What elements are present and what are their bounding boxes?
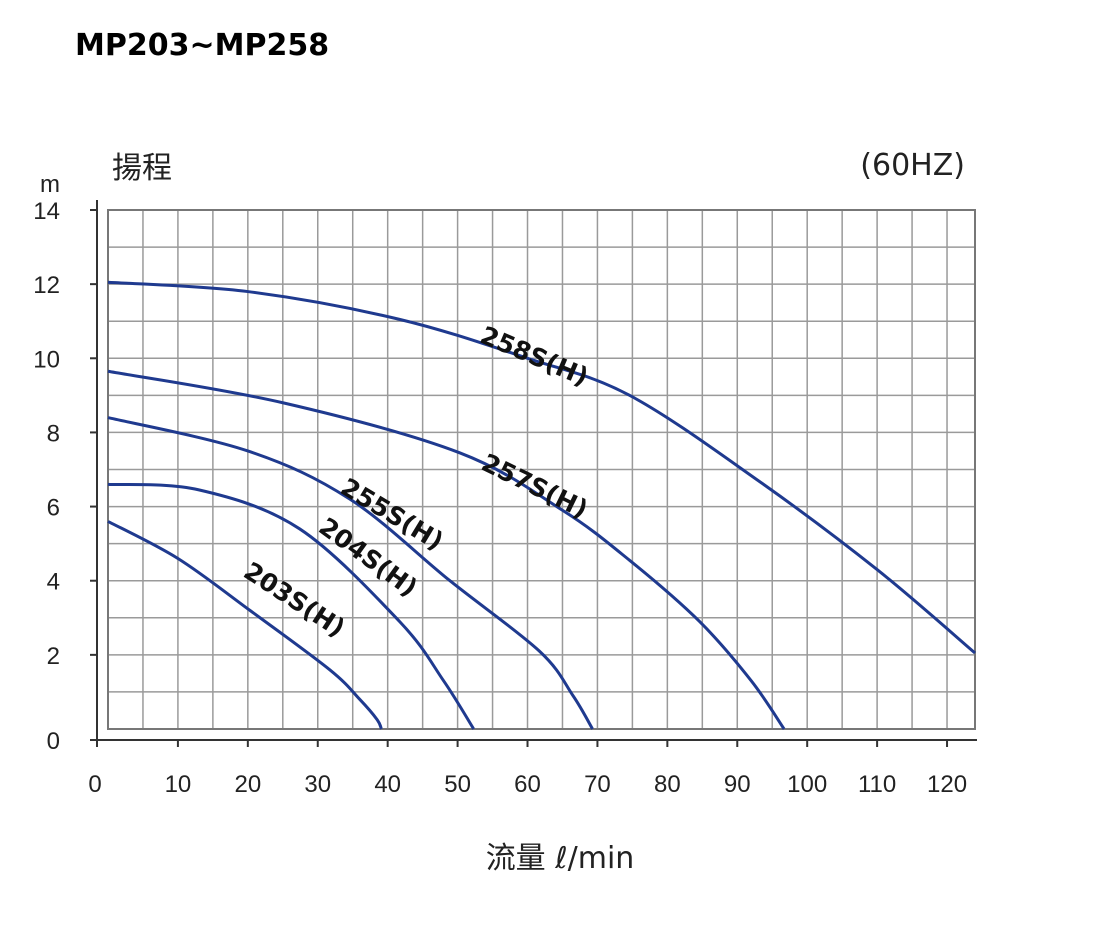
x-tick-label: 40 — [374, 771, 401, 798]
x-tick-label: 30 — [304, 771, 331, 798]
series-line — [107, 520, 383, 730]
series-group: 258S(H)257S(H)255S(H)204S(H)203S(H) — [107, 280, 976, 730]
series-line — [107, 369, 786, 730]
x-tick-label: 0 — [88, 771, 101, 798]
x-tick-label: 20 — [234, 771, 261, 798]
axes: 0 10 20 30 40 50 60 70 80 90 100 110 120 0 2 4 6 8 10 12 14 — [33, 198, 977, 798]
series-label: 257S(H) — [477, 448, 592, 524]
y-tick-label: 8 — [47, 420, 60, 447]
x-tick-label: 100 — [787, 771, 827, 798]
x-tick-label: 80 — [654, 771, 681, 798]
y-tick-label: 14 — [33, 198, 60, 225]
x-tick-label: 50 — [444, 771, 471, 798]
series-line — [107, 482, 475, 730]
y-tick-label: 4 — [47, 569, 60, 596]
y-tick-label: 6 — [47, 495, 60, 522]
series-label: 203S(H) — [239, 556, 350, 642]
y-tick-label: 10 — [33, 346, 60, 373]
y-tick-label: 12 — [33, 272, 60, 299]
y-tick-label: 0 — [47, 728, 60, 755]
y-axis-unit: m — [40, 171, 60, 198]
x-axis-label: 流量 ℓ/min — [486, 841, 635, 876]
series-label: 258S(H) — [476, 320, 592, 391]
y-axis-label: 揚程 — [112, 151, 172, 186]
x-tick-label: 120 — [927, 771, 967, 798]
series-line — [107, 416, 594, 730]
x-tick-label: 60 — [514, 771, 541, 798]
chart-title: MP203~MP258 — [75, 28, 329, 63]
series-line — [107, 280, 976, 655]
x-tick-label: 110 — [858, 771, 896, 798]
x-tick-label: 90 — [724, 771, 751, 798]
plot-border — [107, 209, 976, 730]
y-tick-label: 2 — [47, 643, 60, 670]
chart-subtitle: (60HZ) — [860, 148, 965, 183]
x-tick-label: 70 — [584, 771, 611, 798]
grid — [107, 209, 976, 730]
x-tick-label: 10 — [165, 771, 192, 798]
